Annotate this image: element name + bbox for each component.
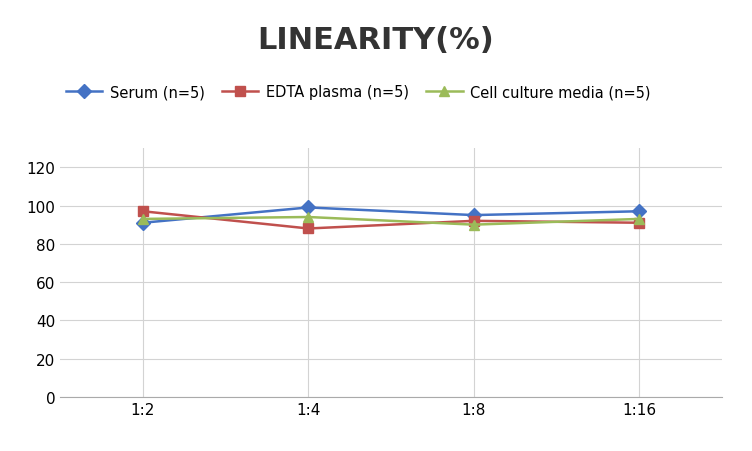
EDTA plasma (n=5) xyxy=(469,219,478,224)
Line: Serum (n=5): Serum (n=5) xyxy=(138,203,644,228)
Legend: Serum (n=5), EDTA plasma (n=5), Cell culture media (n=5): Serum (n=5), EDTA plasma (n=5), Cell cul… xyxy=(60,79,656,106)
Serum (n=5) xyxy=(138,221,147,226)
Serum (n=5) xyxy=(304,205,313,211)
Line: Cell culture media (n=5): Cell culture media (n=5) xyxy=(138,213,644,230)
Cell culture media (n=5) xyxy=(635,217,644,222)
Cell culture media (n=5) xyxy=(304,215,313,220)
Cell culture media (n=5) xyxy=(138,217,147,222)
Serum (n=5) xyxy=(635,209,644,215)
Serum (n=5) xyxy=(469,213,478,218)
EDTA plasma (n=5) xyxy=(138,209,147,215)
EDTA plasma (n=5) xyxy=(304,226,313,232)
Cell culture media (n=5) xyxy=(469,222,478,228)
Line: EDTA plasma (n=5): EDTA plasma (n=5) xyxy=(138,207,644,234)
Text: LINEARITY(%): LINEARITY(%) xyxy=(258,26,494,55)
EDTA plasma (n=5) xyxy=(635,221,644,226)
